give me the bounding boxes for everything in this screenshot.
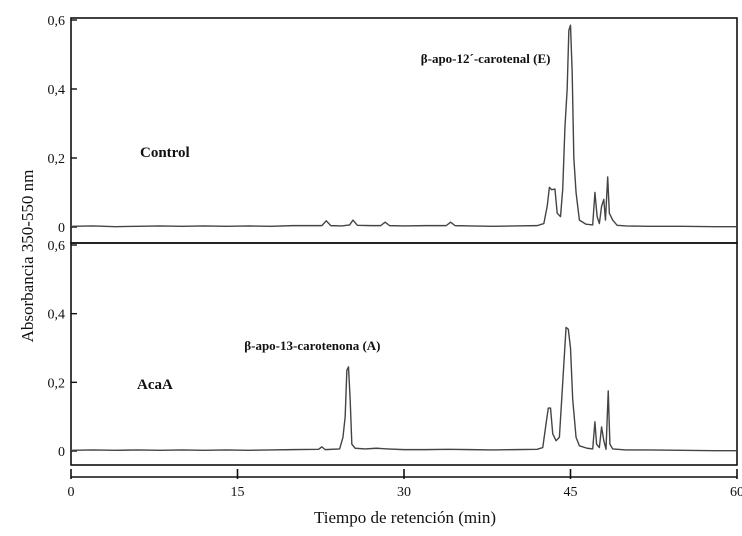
y-tick-label: 0,2 xyxy=(48,152,66,167)
y-tick-label: 0,4 xyxy=(48,83,66,98)
peak-annotation: β-apo-13-carotenona (A) xyxy=(244,338,380,353)
x-tick-label: 45 xyxy=(564,485,578,500)
panel-frame xyxy=(71,18,737,243)
y-tick-label: 0 xyxy=(58,221,65,236)
panels-layer: 0 0,2 0,4 0,6 Control β-apo-12´-carotenal (E)… xyxy=(48,14,738,465)
panel-acaa: 0 0,2 0,4 0,6 AcaA β-apo-13-carotenona (A) xyxy=(48,239,738,465)
panel-label: Control xyxy=(140,145,190,161)
x-tick-label: 60 xyxy=(730,485,742,500)
series-trace xyxy=(71,25,737,226)
x-tick-label: 30 xyxy=(397,485,411,500)
panel-label: AcaA xyxy=(137,377,173,393)
x-axis-title: Tiempo de retención (min) xyxy=(314,508,496,527)
x-tick-label: 15 xyxy=(231,485,245,500)
x-tick-label: 0 xyxy=(68,485,75,500)
panel-control: 0 0,2 0,4 0,6 Control β-apo-12´-carotenal (E) xyxy=(48,14,738,243)
y-tick-label: 0,2 xyxy=(48,376,66,391)
y-tick-label: 0,6 xyxy=(48,239,66,254)
y-axis-title: Absorbancia 350-550 nm xyxy=(18,170,37,343)
y-tick-label: 0,6 xyxy=(48,14,66,29)
y-tick-label: 0,4 xyxy=(48,308,66,323)
x-axis: 0 15 30 45 60 xyxy=(68,469,742,500)
panel-frame xyxy=(71,243,737,465)
y-tick-label: 0 xyxy=(58,445,65,460)
peak-annotation: β-apo-12´-carotenal (E) xyxy=(421,51,551,66)
